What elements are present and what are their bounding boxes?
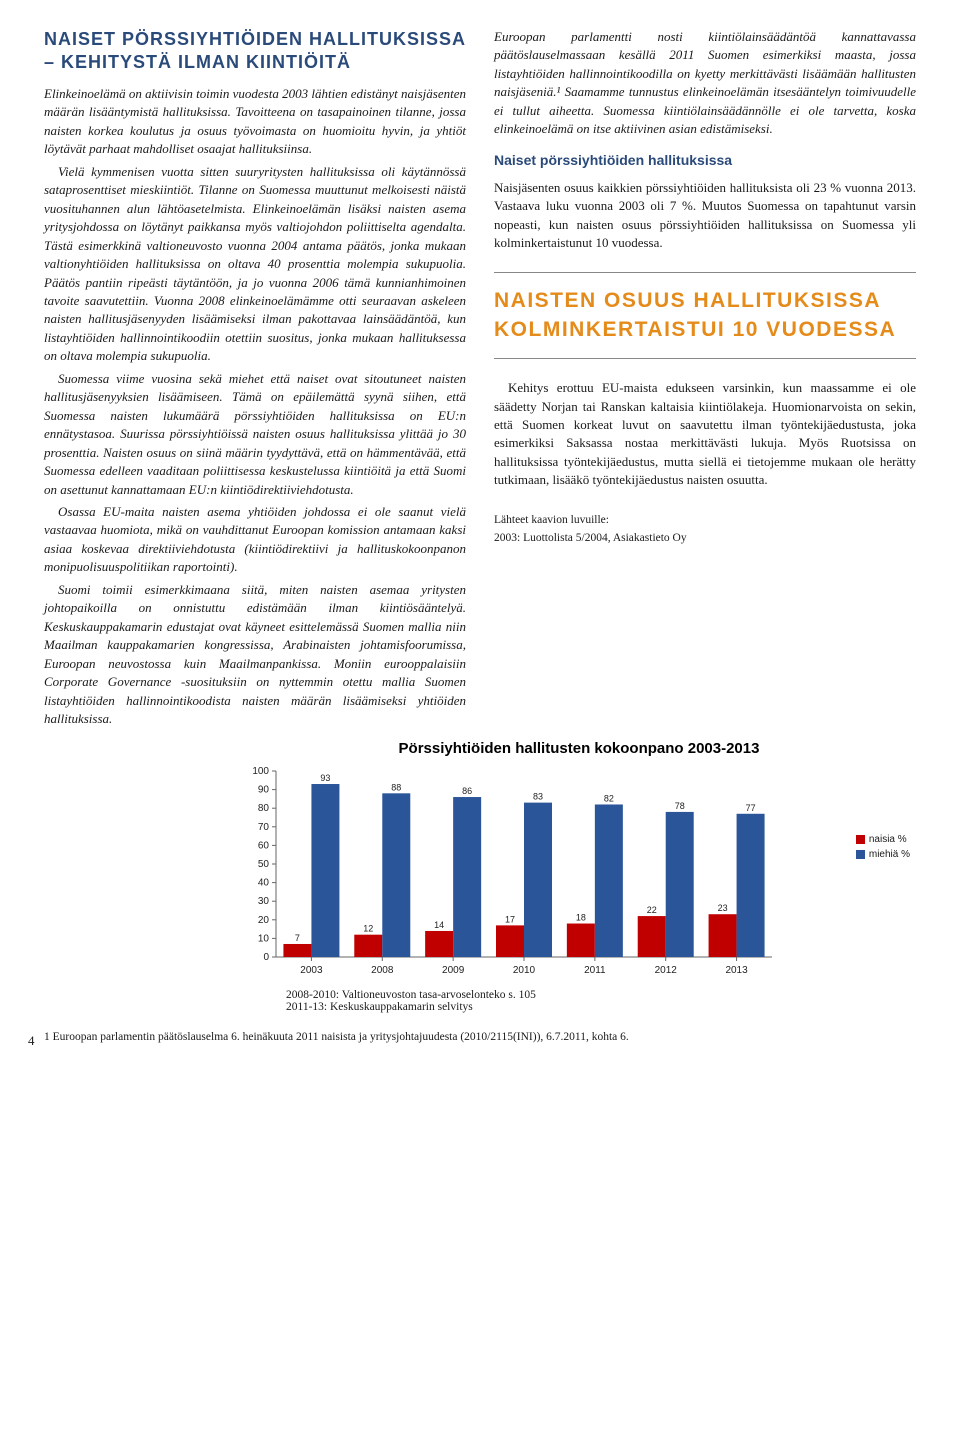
right-para-2: Naisjäsenten osuus kaikkien pörssiyhtiöi… [494,179,916,253]
chart-legend: naisia % miehiä % [856,834,910,864]
svg-text:12: 12 [363,924,373,934]
svg-text:82: 82 [604,794,614,804]
svg-text:70: 70 [258,822,270,833]
left-para-3: Suomessa viime vuosina sekä miehet että … [44,370,466,499]
svg-text:93: 93 [320,773,330,783]
callout-text: NAISTEN OSUUS HALLITUKSISSA KOLMINKERTAI… [494,287,916,344]
callout-box: NAISTEN OSUUS HALLITUKSISSA KOLMINKERTAI… [494,272,916,359]
chart-source-2008: 2008-2010: Valtioneuvoston tasa-arvoselo… [286,989,916,1001]
chart-source-2011: 2011-13: Keskuskauppakamarin selvitys [286,1001,916,1013]
svg-text:30: 30 [258,897,270,908]
svg-text:18: 18 [576,913,586,923]
svg-text:88: 88 [391,783,401,793]
svg-text:2003: 2003 [300,965,323,976]
left-para-2: Vielä kymmenisen vuotta sitten suuryrity… [44,163,466,366]
svg-text:0: 0 [263,952,269,963]
svg-text:2009: 2009 [442,965,465,976]
svg-text:17: 17 [505,915,515,925]
svg-text:86: 86 [462,786,472,796]
svg-text:60: 60 [258,841,270,852]
svg-text:23: 23 [718,904,728,914]
svg-text:22: 22 [647,905,657,915]
svg-text:83: 83 [533,792,543,802]
svg-text:2012: 2012 [655,965,678,976]
svg-text:80: 80 [258,804,270,815]
footnote: 1 Euroopan parlamentin päätöslauselma 6.… [44,1031,916,1043]
svg-text:2013: 2013 [725,965,748,976]
svg-text:50: 50 [258,859,270,870]
right-para-3: Kehitys erottuu EU-maista edukseen varsi… [494,379,916,490]
svg-text:90: 90 [258,785,270,796]
left-para-4a: Osassa EU-maita naisten asema yhtiöiden … [44,503,466,577]
svg-text:14: 14 [434,920,444,930]
left-para-1: Elinkeinoelämä on aktiivisin toimin vuod… [44,85,466,159]
legend-swatch-naisia [856,835,865,844]
svg-text:7: 7 [295,933,300,943]
chart-source-2003: 2003: Luottolista 5/2004, Asiakastieto O… [494,530,916,546]
svg-text:2010: 2010 [513,965,536,976]
legend-label-naisia: naisia % [869,834,907,845]
svg-text:78: 78 [675,801,685,811]
svg-text:77: 77 [746,803,756,813]
svg-text:2008: 2008 [371,965,394,976]
subhead: Naiset pörssiyhtiöiden hallituksissa [494,151,916,171]
legend-label-miehia: miehiä % [869,849,910,860]
right-para-1: Euroopan parlamentti nosti kiintiölainsä… [494,28,916,139]
bar-chart: 0 10 20 30 40 50 60 70 80 90 100 7 93 2003 12 88 2008 14 8… [242,765,844,983]
chart-source-heading: Lähteet kaavion luvuille: [494,512,916,528]
svg-text:2011: 2011 [584,965,606,976]
main-title: NAISET PÖRSSIYHTIÖIDEN HALLITUKSISSA – K… [44,28,466,73]
svg-text:40: 40 [258,878,270,889]
left-para-5: Suomi toimii esimerkkimaana siitä, miten… [44,581,466,729]
chart-container: Pörssiyhtiöiden hallitusten kokoonpano 2… [242,740,916,1013]
left-para-4a-text: Osassa EU-maita naisten asema yhtiöiden … [44,504,466,574]
chart-title: Pörssiyhtiöiden hallitusten kokoonpano 2… [242,740,916,757]
page-number: 4 [28,1033,35,1049]
legend-swatch-miehia [856,850,865,859]
legend-miehia: miehiä % [856,849,910,860]
svg-text:100: 100 [252,766,269,777]
svg-text:10: 10 [258,934,270,945]
svg-text:20: 20 [258,915,270,926]
legend-naisia: naisia % [856,834,910,845]
